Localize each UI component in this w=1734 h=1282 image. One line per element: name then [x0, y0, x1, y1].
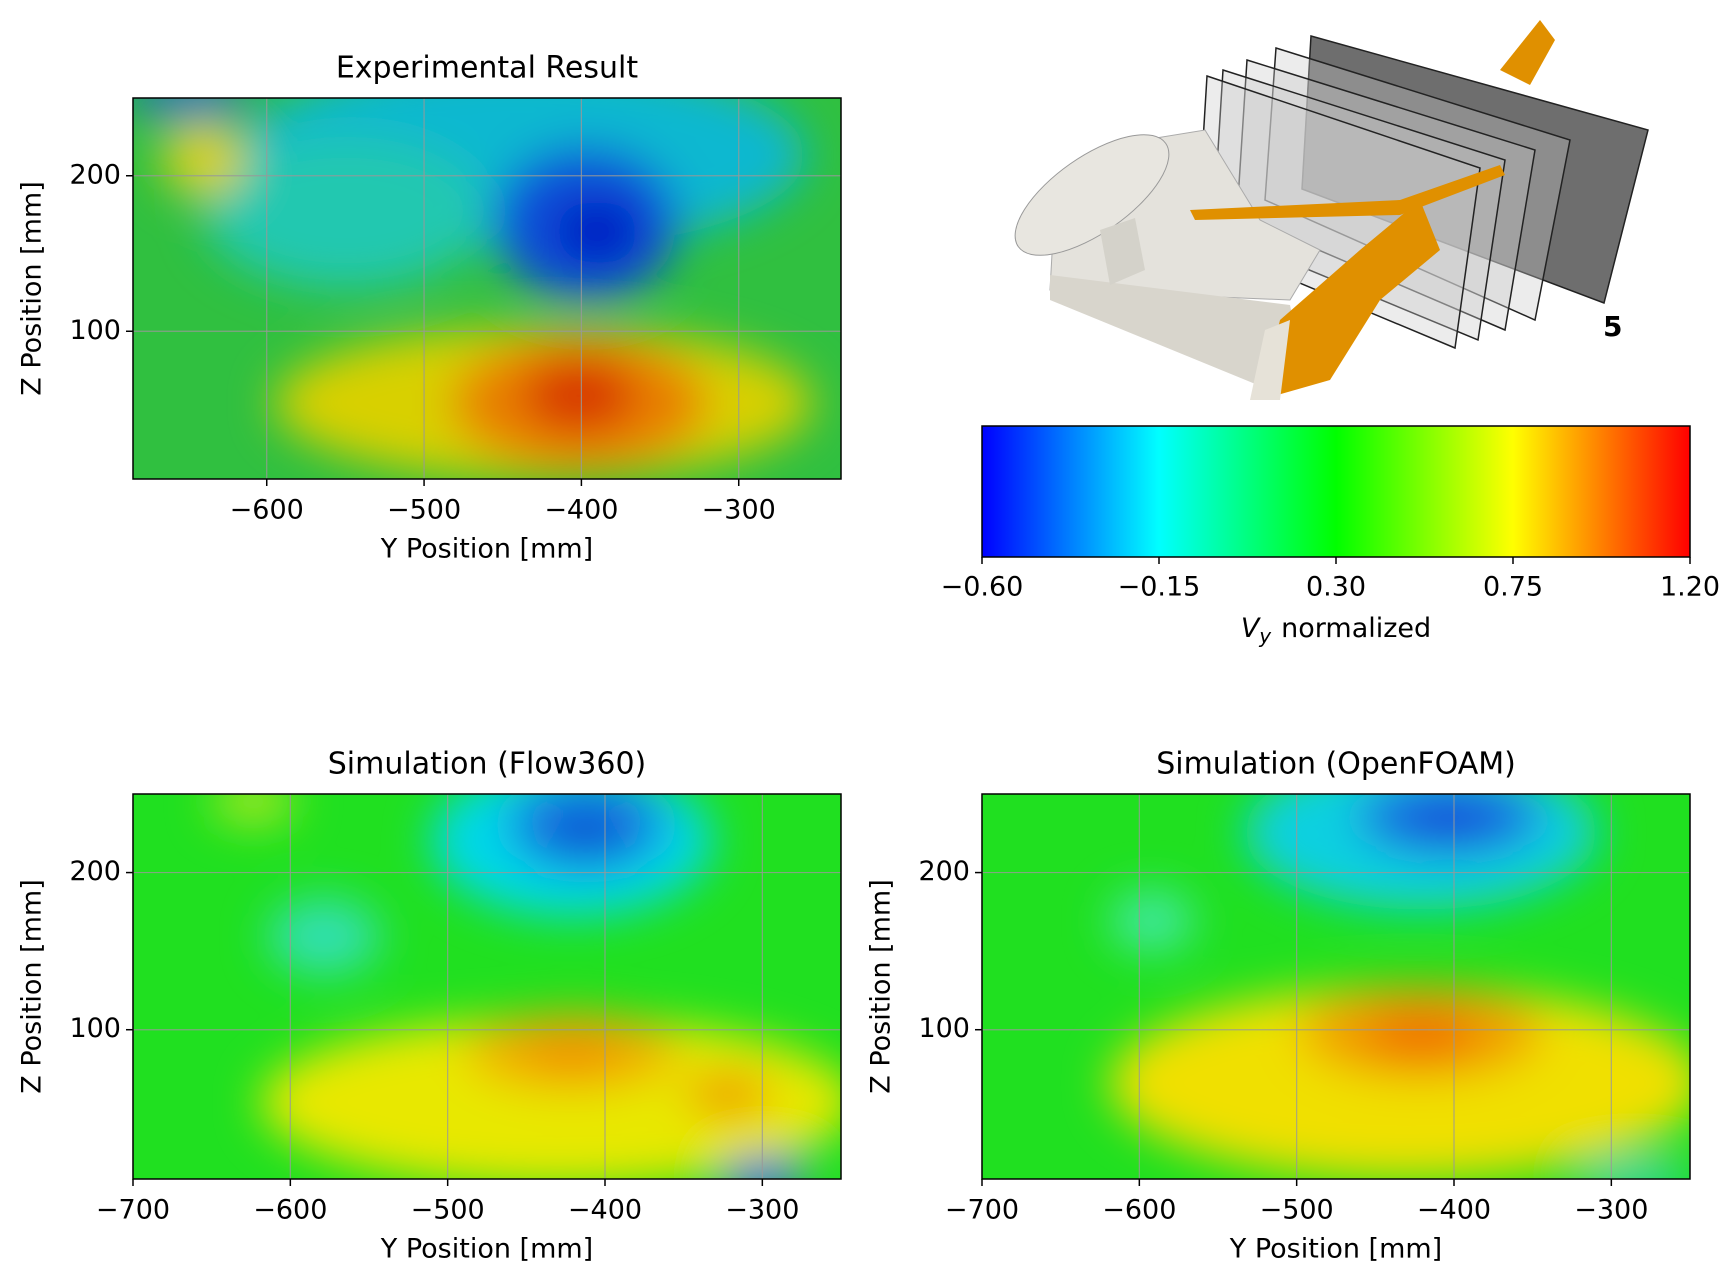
- field-blob: [554, 200, 640, 262]
- field-blob: [720, 1155, 806, 1179]
- colorbar-tick-label: 1.20: [1660, 572, 1720, 603]
- label-subscript: y: [1258, 624, 1272, 648]
- plane: [1236, 58, 1536, 332]
- field-blob: [1576, 1163, 1690, 1179]
- colorbar-tick-label: −0.60: [941, 572, 1024, 603]
- field: [982, 794, 1690, 1179]
- render-3d: 5: [1014, 20, 1649, 400]
- x-tick-label: −600: [230, 495, 304, 526]
- field-blob: [1406, 801, 1492, 841]
- chart-title: Simulation (OpenFOAM): [1156, 747, 1516, 782]
- field-blob: [550, 813, 622, 852]
- annotation: 5: [1603, 310, 1622, 343]
- axes-frame: [132, 97, 842, 480]
- colorbar-tick-label: −0.15: [1118, 572, 1201, 603]
- y-axis-label: Z Position [mm]: [17, 181, 48, 395]
- plane: [1264, 47, 1571, 322]
- chart-title: Experimental Result: [336, 51, 639, 86]
- field-blob: [1109, 890, 1195, 952]
- x-tick-label: −400: [544, 495, 618, 526]
- field-blobs: [210, 794, 841, 1179]
- colorbar-label: Vy normalized: [1241, 613, 1431, 648]
- x-tick-label: −500: [1260, 1195, 1334, 1226]
- x-tick-label: −600: [1102, 1195, 1176, 1226]
- field-blob: [522, 1032, 622, 1072]
- vortex: [1190, 165, 1505, 220]
- vortex: [1260, 200, 1440, 400]
- field-blob: [1109, 986, 1690, 1179]
- y-tick-label: 100: [918, 1013, 970, 1044]
- y-tick-label: 200: [69, 856, 121, 887]
- field-blob: [161, 120, 247, 198]
- y-tick-label: 200: [918, 856, 970, 887]
- chart-title: Simulation (Flow360): [328, 747, 647, 782]
- x-tick-label: −300: [1574, 1195, 1648, 1226]
- y-axis-label: Z Position [mm]: [866, 879, 897, 1093]
- field-blob: [210, 794, 296, 825]
- field-blob: [685, 1075, 771, 1114]
- plane: [1301, 35, 1649, 304]
- field-blob: [133, 98, 254, 118]
- y-tick-label: 100: [69, 315, 121, 346]
- field-blob: [522, 357, 636, 434]
- y-tick-label: 100: [69, 1013, 121, 1044]
- field-blob: [260, 1017, 841, 1179]
- x-tick-label: −600: [253, 1195, 327, 1226]
- field-blob: [1364, 1013, 1478, 1060]
- x-tick-label: −500: [411, 1195, 485, 1226]
- x-tick-label: −400: [1417, 1195, 1491, 1226]
- y-axis-label: Z Position [mm]: [17, 879, 48, 1093]
- x-axis-label: Y Position [mm]: [380, 534, 593, 565]
- x-tick-label: −300: [725, 1195, 799, 1226]
- colorbar-tick-label: 0.30: [1306, 572, 1366, 603]
- x-tick-label: −700: [945, 1195, 1019, 1226]
- x-tick-label: −700: [96, 1195, 170, 1226]
- label-text: normalized: [1281, 613, 1431, 644]
- x-tick-label: −400: [568, 1195, 642, 1226]
- field-blob: [267, 897, 381, 975]
- x-tick-label: −500: [387, 495, 461, 526]
- colorbar: [981, 425, 1691, 558]
- field-blobs: [1109, 794, 1690, 1179]
- field-blob: [203, 136, 487, 289]
- field-blobs: [133, 98, 813, 479]
- endplate: [1250, 320, 1290, 400]
- x-axis-label: Y Position [mm]: [380, 1234, 593, 1265]
- strut: [1100, 218, 1145, 285]
- x-tick-label: −300: [702, 495, 776, 526]
- axes-frame: [132, 793, 842, 1180]
- y-tick-label: 200: [69, 159, 121, 190]
- x-axis-label: Y Position [mm]: [1229, 1234, 1442, 1265]
- label-symbol: V: [1241, 613, 1262, 644]
- field: [133, 98, 841, 479]
- axes-frame: [981, 793, 1691, 1180]
- floor: [1050, 275, 1300, 390]
- field: [133, 794, 841, 1179]
- vortex: [1500, 20, 1555, 85]
- colorbar-tick-label: 0.75: [1483, 572, 1543, 603]
